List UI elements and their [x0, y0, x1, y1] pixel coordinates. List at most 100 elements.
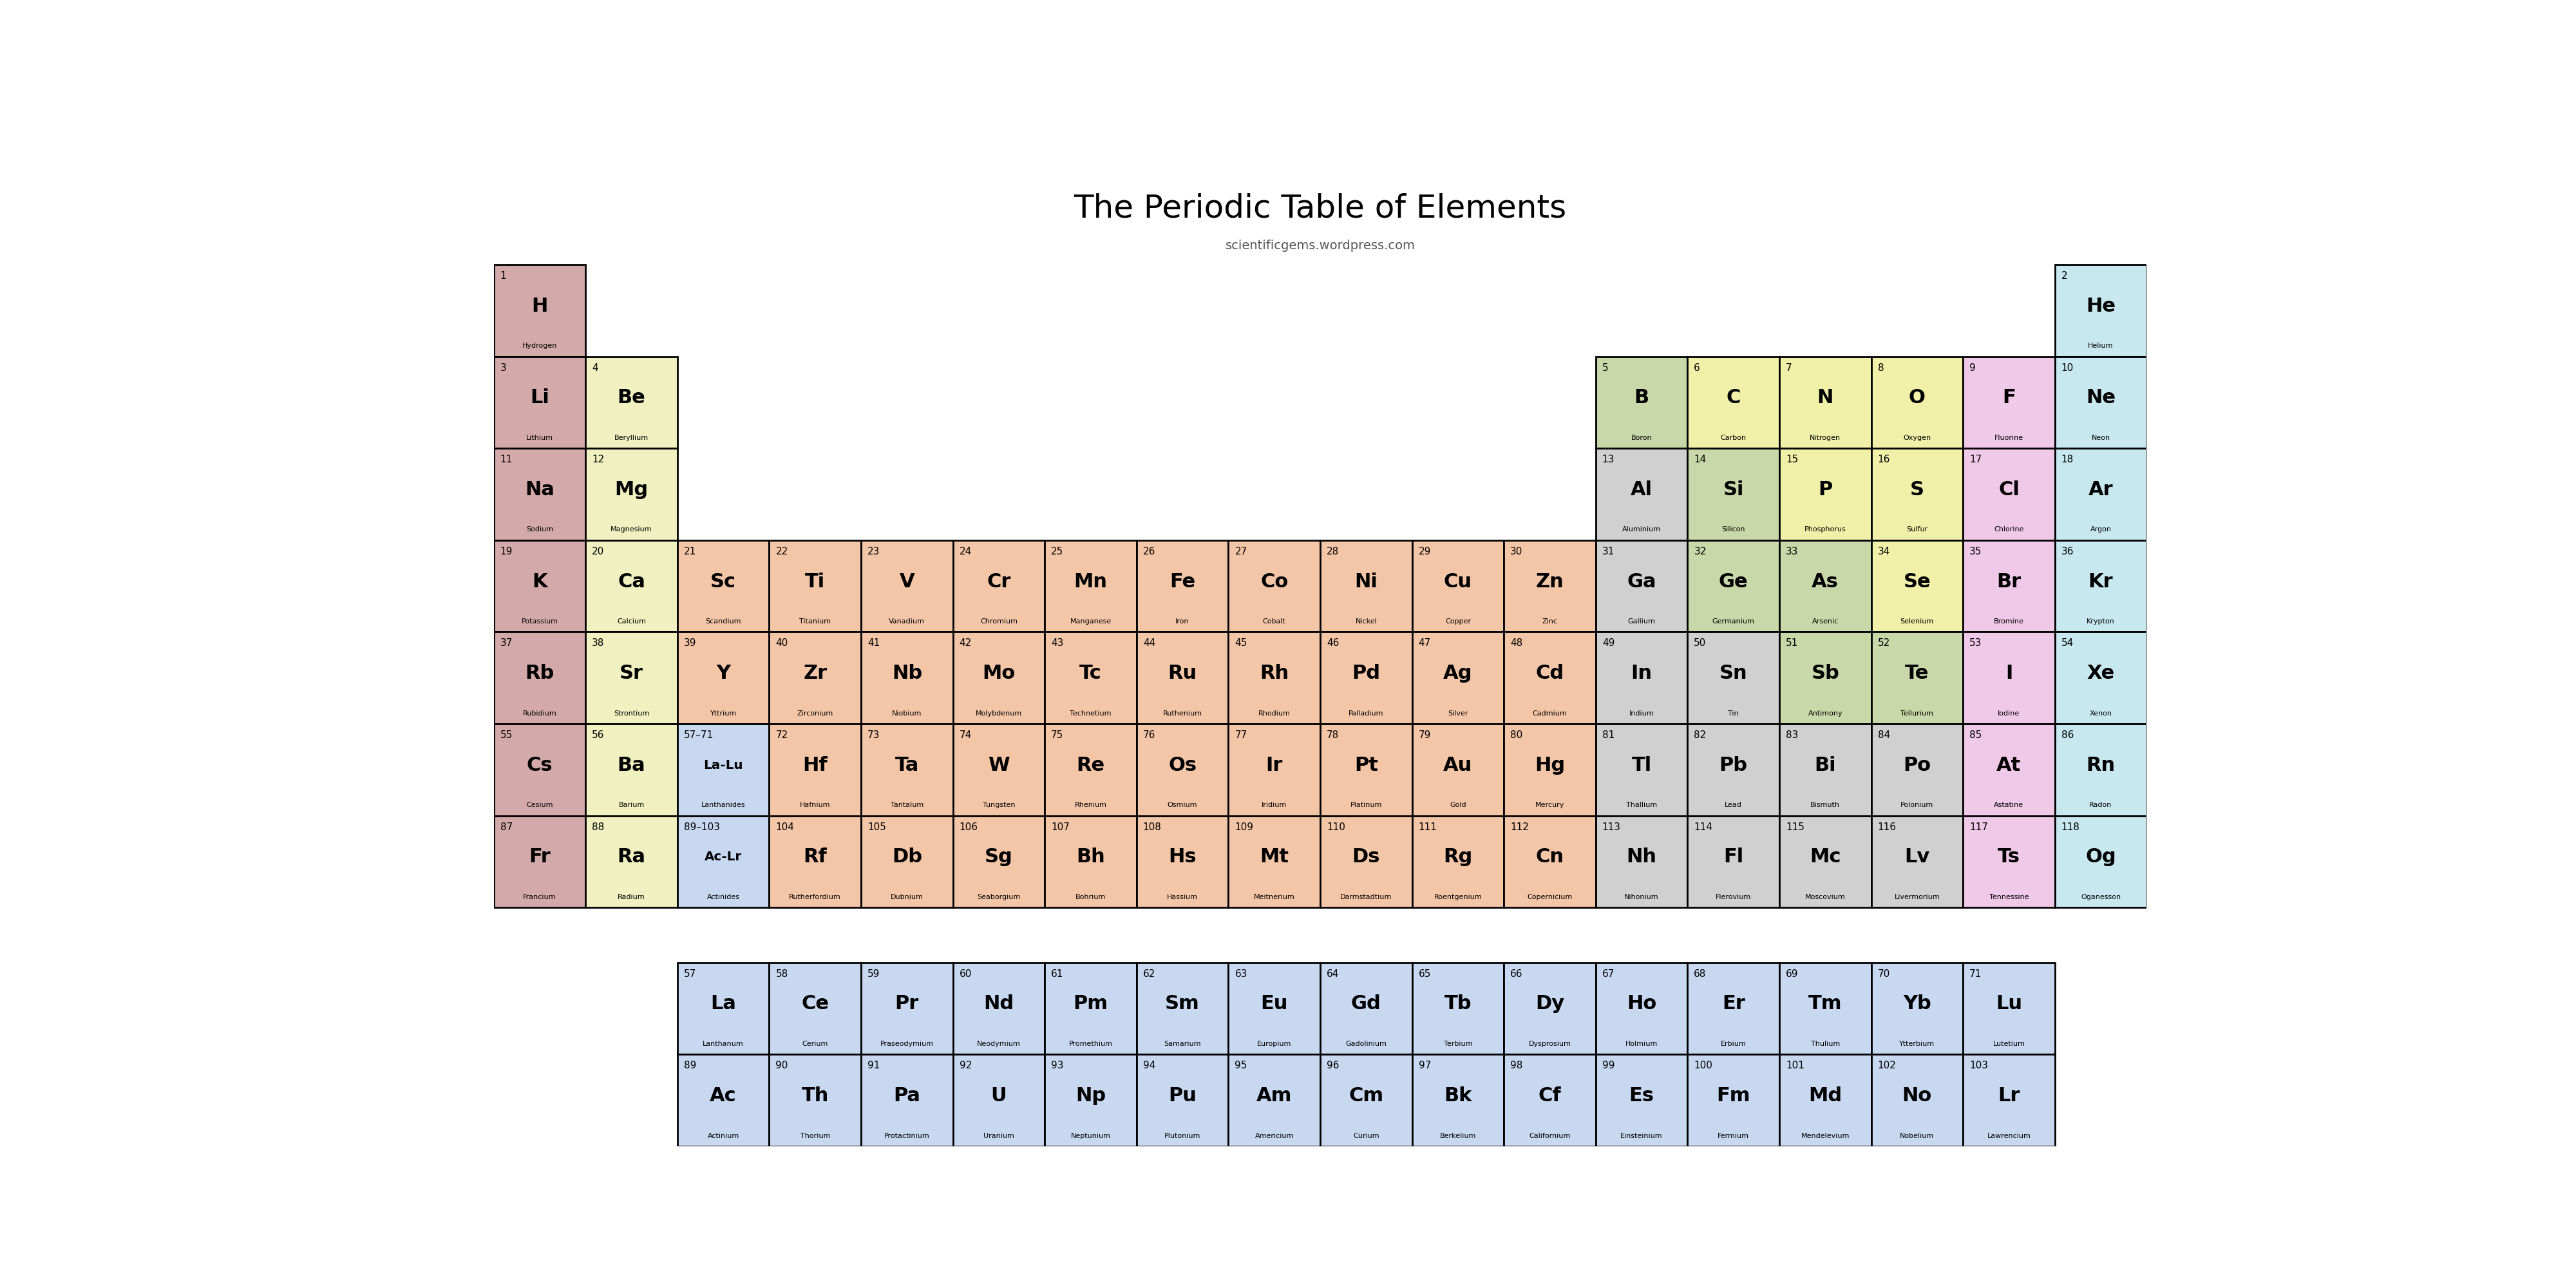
Bar	[495, 724, 585, 815]
Text: Promethium: Promethium	[1069, 1041, 1113, 1047]
Text: 105: 105	[868, 822, 886, 832]
Text: 22: 22	[775, 546, 788, 556]
Text: Fm: Fm	[1716, 1087, 1749, 1105]
Text: 115: 115	[1785, 822, 1803, 832]
Bar	[2056, 357, 2146, 448]
Bar	[860, 540, 953, 632]
Text: 100: 100	[1695, 1061, 1713, 1070]
Bar	[1229, 962, 1319, 1055]
Text: Thallium: Thallium	[1625, 802, 1656, 809]
Text: Sr: Sr	[621, 665, 644, 683]
Text: Te: Te	[1906, 665, 1929, 683]
Text: Ta: Ta	[894, 756, 920, 774]
Text: Neptunium: Neptunium	[1072, 1132, 1110, 1139]
Text: Ti: Ti	[806, 572, 824, 591]
Bar	[1595, 962, 1687, 1055]
Text: Ir: Ir	[1265, 756, 1283, 774]
Text: In: In	[1631, 665, 1651, 683]
Bar	[1046, 540, 1136, 632]
Text: 111: 111	[1419, 822, 1437, 832]
Text: Li: Li	[531, 389, 549, 407]
Text: 29: 29	[1419, 546, 1430, 556]
Text: Lutetium: Lutetium	[1994, 1041, 2025, 1047]
Text: Selenium: Selenium	[1901, 618, 1935, 625]
Text: Iridium: Iridium	[1262, 802, 1288, 809]
Text: Pa: Pa	[894, 1087, 920, 1105]
Text: Scandium: Scandium	[706, 618, 742, 625]
Text: Barium: Barium	[618, 802, 644, 809]
Text: 56: 56	[592, 730, 605, 741]
Text: Moscovium: Moscovium	[1806, 894, 1844, 900]
Text: Bohrium: Bohrium	[1074, 894, 1105, 900]
Text: 82: 82	[1695, 730, 1705, 741]
Text: W: W	[989, 756, 1010, 774]
Text: Nitrogen: Nitrogen	[1811, 434, 1842, 440]
Text: Silicon: Silicon	[1721, 527, 1744, 533]
Text: 108: 108	[1144, 822, 1162, 832]
Bar	[1780, 357, 1870, 448]
Text: 11: 11	[500, 455, 513, 465]
Bar	[770, 962, 860, 1055]
Text: Rn: Rn	[2087, 756, 2115, 774]
Bar	[1046, 1055, 1136, 1146]
Text: Pt: Pt	[1355, 756, 1378, 774]
Text: 114: 114	[1695, 822, 1713, 832]
Text: Hf: Hf	[804, 756, 827, 774]
Text: 50: 50	[1695, 639, 1705, 648]
Text: 83: 83	[1785, 730, 1798, 741]
Text: 26: 26	[1144, 546, 1157, 556]
Bar	[1687, 357, 1780, 448]
Text: Hg: Hg	[1535, 756, 1566, 774]
Bar	[1963, 724, 2056, 815]
Bar	[1412, 962, 1504, 1055]
Text: 57–71: 57–71	[683, 730, 714, 741]
Bar	[495, 540, 585, 632]
Text: Nihonium: Nihonium	[1625, 894, 1659, 900]
Text: Rutherfordium: Rutherfordium	[788, 894, 842, 900]
Text: 10: 10	[2061, 363, 2074, 372]
Bar	[953, 1055, 1046, 1146]
Text: Er: Er	[1721, 994, 1744, 1014]
Text: Praseodymium: Praseodymium	[881, 1041, 933, 1047]
Text: 96: 96	[1327, 1061, 1340, 1070]
Bar	[1963, 815, 2056, 908]
Text: 30: 30	[1510, 546, 1522, 556]
Text: Ne: Ne	[2087, 389, 2115, 407]
Text: 79: 79	[1419, 730, 1430, 741]
Text: 69: 69	[1785, 969, 1798, 979]
Bar	[585, 632, 677, 724]
Bar	[677, 632, 770, 724]
Bar	[953, 540, 1046, 632]
Text: 118: 118	[2061, 822, 2079, 832]
Text: 41: 41	[868, 639, 881, 648]
Text: Dysprosium: Dysprosium	[1528, 1041, 1571, 1047]
Text: Nobelium: Nobelium	[1901, 1132, 1935, 1139]
Text: Europium: Europium	[1257, 1041, 1291, 1047]
Text: Phosphorus: Phosphorus	[1803, 527, 1847, 533]
Text: 3: 3	[500, 363, 507, 372]
Bar	[585, 724, 677, 815]
Text: Lawrencium: Lawrencium	[1986, 1132, 2030, 1139]
Text: 101: 101	[1785, 1061, 1803, 1070]
Text: 58: 58	[775, 969, 788, 979]
Bar	[1136, 724, 1229, 815]
Text: 74: 74	[958, 730, 971, 741]
Text: 37: 37	[500, 639, 513, 648]
Text: Bk: Bk	[1445, 1087, 1471, 1105]
Text: Re: Re	[1077, 756, 1105, 774]
Text: 51: 51	[1785, 639, 1798, 648]
Text: Tellurium: Tellurium	[1901, 710, 1935, 716]
Text: I: I	[2004, 665, 2012, 683]
Text: Zirconium: Zirconium	[796, 710, 832, 716]
Text: Strontium: Strontium	[613, 710, 649, 716]
Text: F: F	[2002, 389, 2014, 407]
Text: Actinium: Actinium	[708, 1132, 739, 1139]
Text: K: K	[533, 572, 546, 591]
Text: Mt: Mt	[1260, 848, 1288, 867]
Bar	[1870, 962, 1963, 1055]
Text: Thorium: Thorium	[801, 1132, 829, 1139]
Text: Roentgenium: Roentgenium	[1435, 894, 1481, 900]
Bar	[1046, 724, 1136, 815]
Text: Co: Co	[1260, 572, 1288, 591]
Text: scientificgems.wordpress.com: scientificgems.wordpress.com	[1226, 240, 1414, 251]
